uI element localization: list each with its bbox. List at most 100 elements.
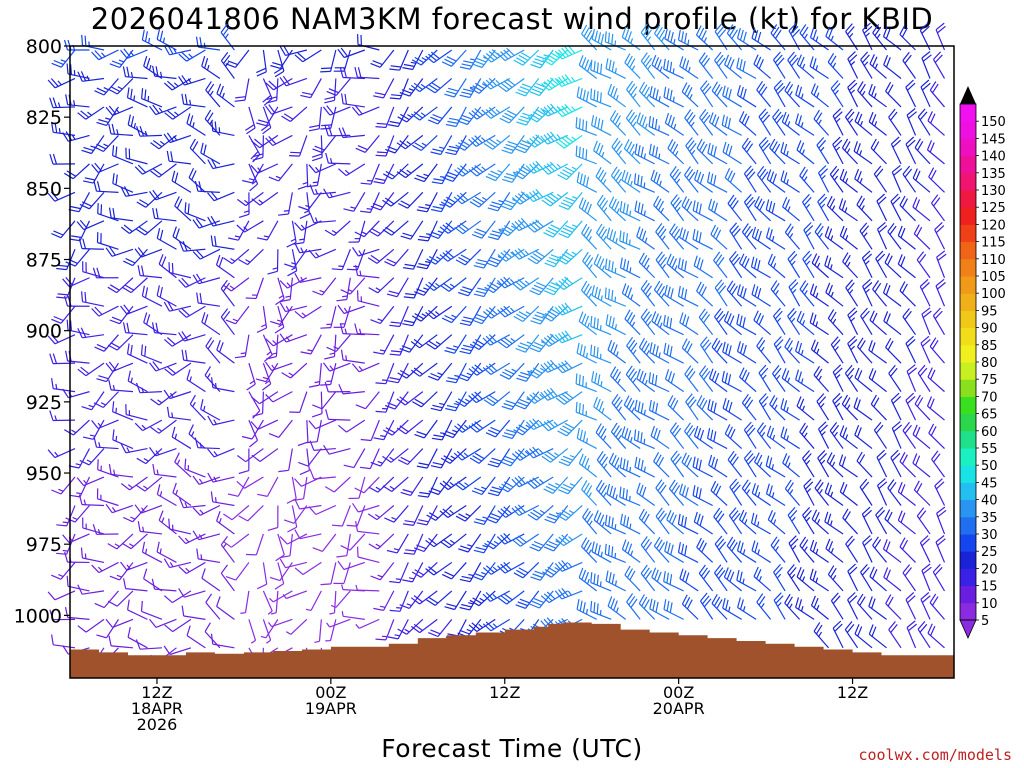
wind-barb bbox=[912, 197, 931, 222]
wind-barb bbox=[324, 125, 351, 137]
wind-barb bbox=[692, 485, 713, 507]
wind-barb bbox=[262, 590, 273, 615]
wind-barb bbox=[621, 169, 641, 193]
wind-barb bbox=[375, 106, 395, 129]
wind-barb bbox=[225, 305, 250, 325]
wind-barb bbox=[799, 166, 815, 193]
wind-barb bbox=[817, 165, 830, 193]
wind-barb bbox=[269, 562, 293, 582]
wind-barb bbox=[385, 135, 409, 154]
wind-barb bbox=[799, 422, 815, 449]
wind-barb bbox=[370, 562, 395, 581]
wind-barb bbox=[141, 29, 163, 51]
wind-barb bbox=[127, 599, 148, 620]
wind-barb bbox=[736, 313, 757, 336]
wind-barb bbox=[758, 393, 772, 421]
wind-barb bbox=[714, 308, 728, 336]
wind-barb bbox=[787, 51, 801, 79]
wind-barb bbox=[137, 521, 163, 535]
wind-barb bbox=[554, 560, 583, 572]
wind-barb bbox=[236, 220, 264, 233]
colorbar-swatch bbox=[960, 448, 976, 466]
wind-barb bbox=[861, 506, 873, 535]
wind-barb bbox=[578, 197, 598, 222]
wind-barb bbox=[473, 277, 496, 298]
wind-barb bbox=[576, 598, 597, 620]
wind-barb bbox=[210, 491, 235, 507]
wind-barb bbox=[897, 225, 916, 250]
wind-barb bbox=[540, 590, 569, 604]
x-tick-label: 12Z bbox=[141, 683, 172, 702]
wind-barb bbox=[809, 568, 829, 592]
wind-barb bbox=[337, 304, 366, 315]
wind-barb bbox=[558, 220, 583, 239]
wind-barb bbox=[796, 396, 815, 421]
wind-barb bbox=[178, 49, 206, 62]
wind-barb bbox=[827, 309, 844, 336]
wind-barb bbox=[857, 81, 873, 108]
wind-barb bbox=[200, 142, 221, 165]
wind-barb bbox=[826, 452, 844, 478]
wind-barb bbox=[326, 334, 351, 353]
wind-barb bbox=[554, 45, 583, 60]
wind-barb bbox=[905, 79, 917, 108]
wind-barb bbox=[297, 163, 309, 190]
wind-barb bbox=[576, 171, 597, 193]
wind-barb bbox=[582, 508, 598, 535]
wind-barb bbox=[164, 618, 192, 633]
wind-barb bbox=[256, 306, 268, 333]
wind-barb bbox=[261, 362, 272, 391]
colorbar-swatch bbox=[960, 516, 976, 535]
wind-barb bbox=[527, 248, 554, 265]
wind-barb bbox=[471, 305, 496, 325]
chart-title: 2026041806 NAM3KM forecast wind profile … bbox=[91, 2, 933, 36]
wind-barb bbox=[770, 280, 786, 307]
x-tick-label: 00Z bbox=[315, 683, 346, 702]
wind-barb bbox=[355, 584, 380, 592]
wind-barb bbox=[515, 78, 540, 97]
colorbar-label: 25 bbox=[981, 545, 998, 560]
wind-barb bbox=[368, 220, 395, 237]
colorbar-swatch bbox=[960, 396, 976, 415]
wind-barb bbox=[604, 287, 626, 307]
wind-barb bbox=[811, 253, 829, 279]
wind-barb bbox=[410, 590, 438, 605]
wind-barb bbox=[708, 112, 728, 136]
wind-barb bbox=[847, 51, 859, 79]
wind-barb bbox=[426, 248, 453, 265]
wind-barb bbox=[555, 533, 583, 547]
wind-barb bbox=[473, 248, 496, 269]
wind-barb bbox=[741, 137, 757, 165]
wind-barb bbox=[679, 227, 699, 250]
wind-barb bbox=[726, 536, 743, 563]
wind-barb bbox=[591, 28, 612, 51]
wind-barb bbox=[410, 77, 438, 93]
colorbar-swatch bbox=[960, 138, 976, 157]
wind-barb bbox=[714, 23, 728, 51]
wind-barb bbox=[623, 139, 641, 165]
wind-barb bbox=[788, 535, 801, 563]
wind-barb bbox=[557, 419, 583, 437]
wind-barb bbox=[737, 597, 757, 620]
wind-barb bbox=[765, 227, 786, 250]
wind-barb bbox=[722, 85, 742, 108]
wind-barb bbox=[841, 394, 858, 421]
wind-barb bbox=[692, 228, 713, 250]
wind-barb bbox=[917, 621, 931, 649]
wind-barb bbox=[156, 228, 177, 250]
wind-barb bbox=[638, 81, 656, 108]
wind-barb bbox=[112, 173, 134, 193]
wind-barb bbox=[927, 111, 945, 136]
y-tick-label: 800 bbox=[26, 36, 62, 58]
wind-barb bbox=[163, 558, 192, 569]
wind-barb bbox=[829, 165, 844, 193]
wind-barb bbox=[453, 191, 482, 205]
wind-barb bbox=[780, 398, 800, 421]
colorbar-swatch bbox=[960, 551, 976, 569]
wind-barb bbox=[663, 342, 684, 364]
colorbar-label: 140 bbox=[981, 150, 1006, 165]
wind-barb bbox=[278, 448, 293, 473]
wind-barb bbox=[501, 391, 525, 411]
wind-barb bbox=[354, 323, 380, 336]
wind-barb bbox=[482, 334, 511, 346]
